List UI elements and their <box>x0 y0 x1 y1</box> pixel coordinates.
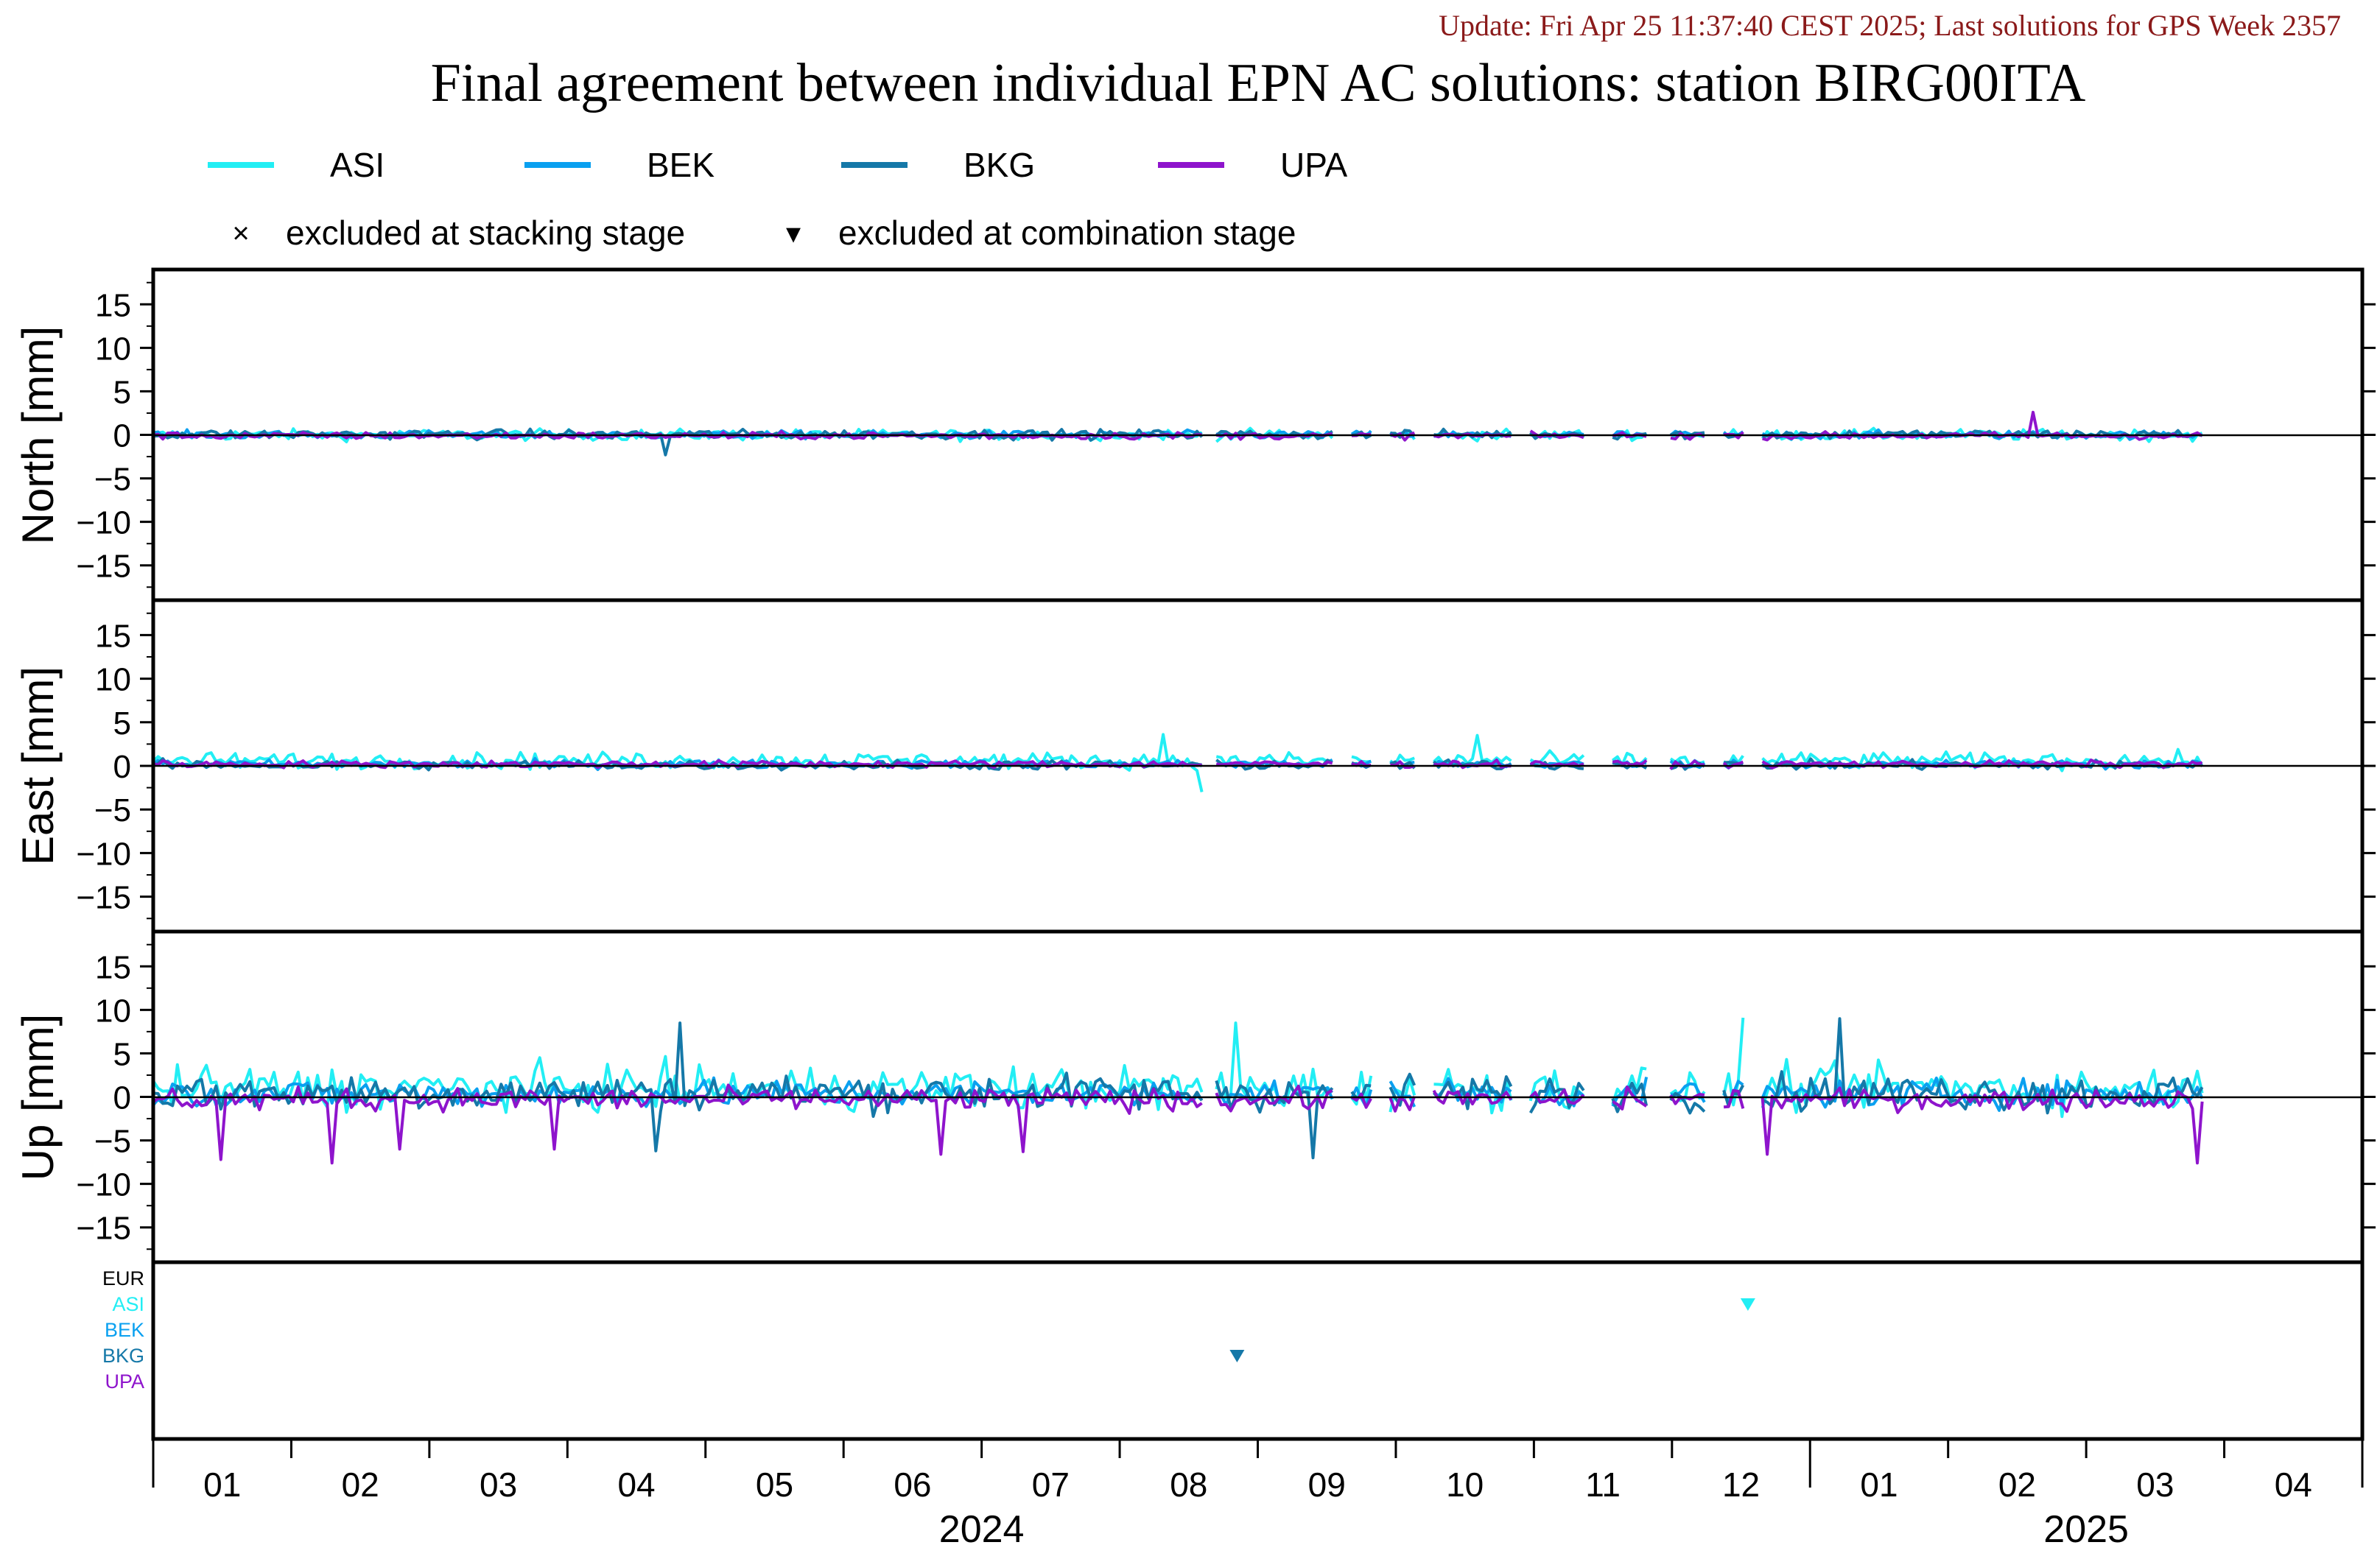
legend-marker-combination-symbol: ▾ <box>786 217 801 250</box>
north-yticks: 15 10 5 0 −5 −10 −15 <box>76 281 2376 588</box>
legend-label-upa: UPA <box>1280 146 1347 184</box>
up-ytick-label: 10 <box>95 993 131 1029</box>
north-ytick-label: −10 <box>76 505 131 541</box>
east-ytick-label: −10 <box>76 836 131 872</box>
flags-frame <box>151 1260 2365 1441</box>
up-ytick-label: 5 <box>113 1036 131 1072</box>
east-ytick-label: 5 <box>113 705 131 742</box>
legend-item-bek: BEK <box>524 146 715 184</box>
flags-ac-label-upa: UPA <box>105 1370 144 1393</box>
x-tick-label: 05 <box>756 1465 793 1504</box>
x-tick-label: 07 <box>1032 1465 1070 1504</box>
panel-up: 15 10 5 0 −5 −10 −15 Up [mm] <box>13 929 2376 1264</box>
east-ytick-label: −5 <box>94 792 131 828</box>
east-traces <box>152 733 2204 792</box>
up-ylabel: Up [mm] <box>13 1014 63 1181</box>
x-tick-label: 10 <box>1446 1465 1484 1504</box>
x-tick-label: 09 <box>1308 1465 1346 1504</box>
panel-flags: EUR ASI BEK BKG UPA <box>102 1260 2365 1441</box>
north-ytick-label: 15 <box>95 287 131 323</box>
legend-label-bkg: BKG <box>963 146 1035 184</box>
east-ytick-label: 15 <box>95 618 131 654</box>
x-tick-label: 04 <box>2275 1465 2312 1504</box>
x-year-label-2025: 2025 <box>2043 1508 2129 1545</box>
east-ytick-label: 0 <box>113 749 131 785</box>
up-ytick-label: 15 <box>95 949 131 985</box>
x-axis: 01 02 03 04 05 06 07 08 09 10 11 12 01 02 03 04 2024 2025 <box>152 1439 2364 1545</box>
chart-title: Final agreement between individual EPN A… <box>431 53 2086 113</box>
east-ytick-label: −15 <box>76 880 131 916</box>
panel-east: 15 10 5 0 −5 −10 −15 East [mm] <box>13 598 2376 934</box>
x-tick-label: 03 <box>2136 1465 2174 1504</box>
panel-north: 15 10 5 0 −5 −10 −15 North [mm] <box>13 267 2376 602</box>
x-tick-label: 04 <box>617 1465 655 1504</box>
x-tick-label: 08 <box>1170 1465 1207 1504</box>
x-tick-label: 02 <box>342 1465 379 1504</box>
legend: ASI BEK BKG UPA × excluded at stacking s… <box>208 146 1347 252</box>
north-ytick-label: −5 <box>94 462 131 498</box>
flags-ac-label-bek: BEK <box>105 1319 144 1341</box>
east-ylabel: East [mm] <box>13 666 63 865</box>
flags-ac-label-bkg: BKG <box>102 1345 144 1367</box>
north-ytick-label: −15 <box>76 549 131 585</box>
legend-marker-stacking-label: excluded at stacking stage <box>286 214 685 252</box>
east-yticks: 15 10 5 0 −5 −10 −15 <box>76 612 2376 920</box>
flags-ac-labels: EUR ASI BEK BKG UPA <box>102 1267 144 1393</box>
x-tick-label: 01 <box>203 1465 241 1504</box>
flags-marks <box>1229 1298 1755 1362</box>
up-ytick-label: 0 <box>113 1080 131 1116</box>
flags-ac-label-asi: ASI <box>112 1293 144 1315</box>
up-ytick-label: −10 <box>76 1167 131 1203</box>
legend-marker-combination-label: excluded at combination stage <box>838 214 1296 252</box>
north-traces <box>152 410 2203 457</box>
up-ytick-label: −5 <box>94 1124 131 1160</box>
up-traces <box>152 1017 2204 1165</box>
legend-item-bkg: BKG <box>841 146 1035 184</box>
legend-marker-stacking-symbol: × <box>232 217 249 250</box>
legend-label-bek: BEK <box>647 146 715 184</box>
legend-item-upa: UPA <box>1158 146 1347 184</box>
x-year-label-2024: 2024 <box>939 1508 1025 1545</box>
update-line: Update: Fri Apr 25 11:37:40 CEST 2025; L… <box>1439 9 2341 42</box>
x-tick-label: 01 <box>1860 1465 1898 1504</box>
flag-marker-bkg <box>1229 1350 1245 1362</box>
legend-label-asi: ASI <box>330 146 385 184</box>
x-tick-label: 02 <box>1998 1465 2036 1504</box>
x-tick-label: 06 <box>894 1465 931 1504</box>
x-tick-label: 03 <box>480 1465 517 1504</box>
flag-marker-asi <box>1740 1298 1755 1311</box>
flags-ac-label-eur: EUR <box>102 1267 144 1289</box>
north-ytick-label: 5 <box>113 374 131 410</box>
north-ytick-label: 0 <box>113 418 131 454</box>
north-ylabel: North [mm] <box>13 326 63 545</box>
east-ytick-label: 10 <box>95 662 131 698</box>
north-ytick-label: 10 <box>95 331 131 367</box>
x-tick-label: 12 <box>1722 1465 1760 1504</box>
x-tick-label: 11 <box>1585 1465 1621 1504</box>
legend-item-asi: ASI <box>208 146 385 184</box>
up-yticks: 15 10 5 0 −5 −10 −15 <box>76 943 2376 1250</box>
up-ytick-label: −15 <box>76 1211 131 1247</box>
